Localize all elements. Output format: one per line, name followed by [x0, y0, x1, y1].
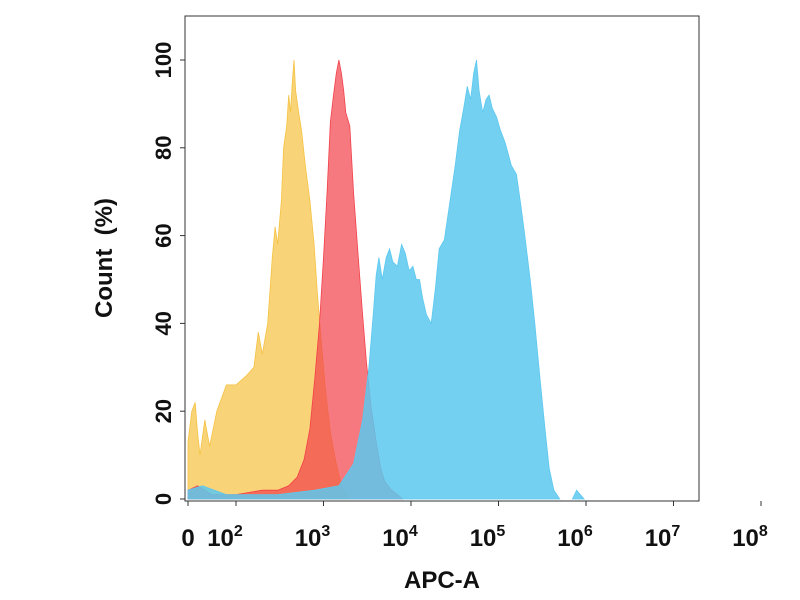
x-tick-label: 103	[295, 523, 331, 552]
x-tick-label: 106	[557, 523, 593, 552]
x-axis-title: APC-A	[404, 567, 480, 594]
y-tick-label: 100	[151, 42, 176, 79]
x-tick-label: 0	[181, 525, 194, 552]
plot-frame	[184, 15, 700, 502]
x-tick-label: 102	[207, 523, 243, 552]
histogram-series-3	[187, 59, 561, 500]
x-axis-ticks: 0 102 103 104 105 106 107 108	[181, 501, 768, 552]
x-tick-label: 107	[645, 523, 681, 552]
x-tick-label: 105	[470, 523, 506, 552]
x-tick-label: 108	[732, 523, 768, 552]
histogram-series-4	[571, 489, 585, 500]
x-tick-label: 104	[382, 523, 418, 552]
y-tick-label: 60	[151, 223, 176, 247]
y-axis-ticks: 0 20 40 60 80 100	[151, 42, 185, 505]
y-axis-title: Count (%)	[91, 198, 118, 318]
y-tick-label: 80	[151, 136, 176, 160]
y-tick-label: 20	[151, 399, 176, 423]
y-tick-label: 0	[151, 493, 176, 505]
series-layer	[187, 59, 585, 500]
y-tick-label: 40	[151, 311, 176, 335]
